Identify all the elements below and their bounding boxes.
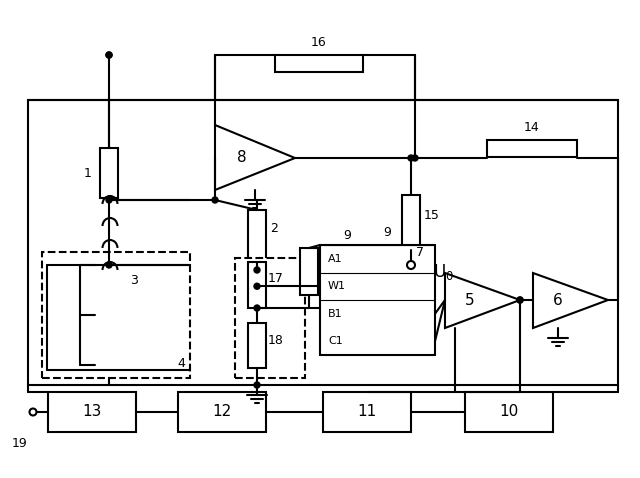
Bar: [248, 262, 266, 308]
Text: 17: 17: [268, 272, 284, 284]
Bar: [48, 392, 136, 432]
Bar: [28, 100, 618, 385]
Bar: [100, 148, 118, 198]
Text: 3: 3: [130, 273, 138, 286]
Bar: [275, 55, 363, 72]
Circle shape: [517, 297, 523, 303]
Text: 2: 2: [270, 221, 278, 235]
Text: 16: 16: [311, 35, 327, 48]
Circle shape: [106, 262, 112, 268]
Text: 8: 8: [237, 150, 246, 165]
Bar: [402, 195, 420, 250]
Text: 14: 14: [524, 120, 540, 133]
Text: 15: 15: [424, 208, 440, 221]
Bar: [235, 258, 305, 378]
Bar: [323, 392, 411, 432]
Text: 9: 9: [343, 228, 351, 241]
Text: 5: 5: [465, 293, 475, 308]
Text: 13: 13: [83, 404, 102, 420]
Bar: [300, 248, 318, 295]
Bar: [248, 210, 266, 265]
Circle shape: [407, 261, 415, 269]
Text: 11: 11: [357, 404, 376, 420]
Text: A1: A1: [328, 254, 342, 264]
Text: 19: 19: [12, 437, 28, 450]
Bar: [487, 140, 577, 157]
Circle shape: [254, 283, 260, 289]
Circle shape: [106, 52, 112, 58]
Text: 9: 9: [383, 226, 391, 239]
Text: 7: 7: [416, 246, 424, 259]
Circle shape: [106, 52, 112, 58]
Bar: [320, 245, 435, 355]
Circle shape: [106, 197, 112, 203]
Circle shape: [212, 197, 218, 203]
Text: B1: B1: [328, 309, 342, 319]
Circle shape: [29, 409, 36, 415]
Circle shape: [254, 267, 260, 273]
Bar: [42, 252, 190, 378]
Text: 18: 18: [268, 334, 284, 347]
Bar: [178, 392, 266, 432]
Bar: [248, 323, 266, 368]
Circle shape: [254, 382, 260, 388]
Circle shape: [408, 155, 414, 161]
Text: 1: 1: [84, 166, 92, 180]
Text: W1: W1: [328, 281, 346, 291]
Circle shape: [517, 297, 523, 303]
Text: 4: 4: [177, 357, 185, 370]
Text: 6: 6: [553, 293, 563, 308]
Text: C1: C1: [328, 336, 343, 346]
Text: 12: 12: [212, 404, 232, 420]
Text: U$_\mathregular{0}$: U$_\mathregular{0}$: [433, 262, 454, 282]
Circle shape: [412, 155, 418, 161]
Circle shape: [254, 305, 260, 311]
Bar: [465, 392, 553, 432]
Text: 10: 10: [499, 404, 518, 420]
